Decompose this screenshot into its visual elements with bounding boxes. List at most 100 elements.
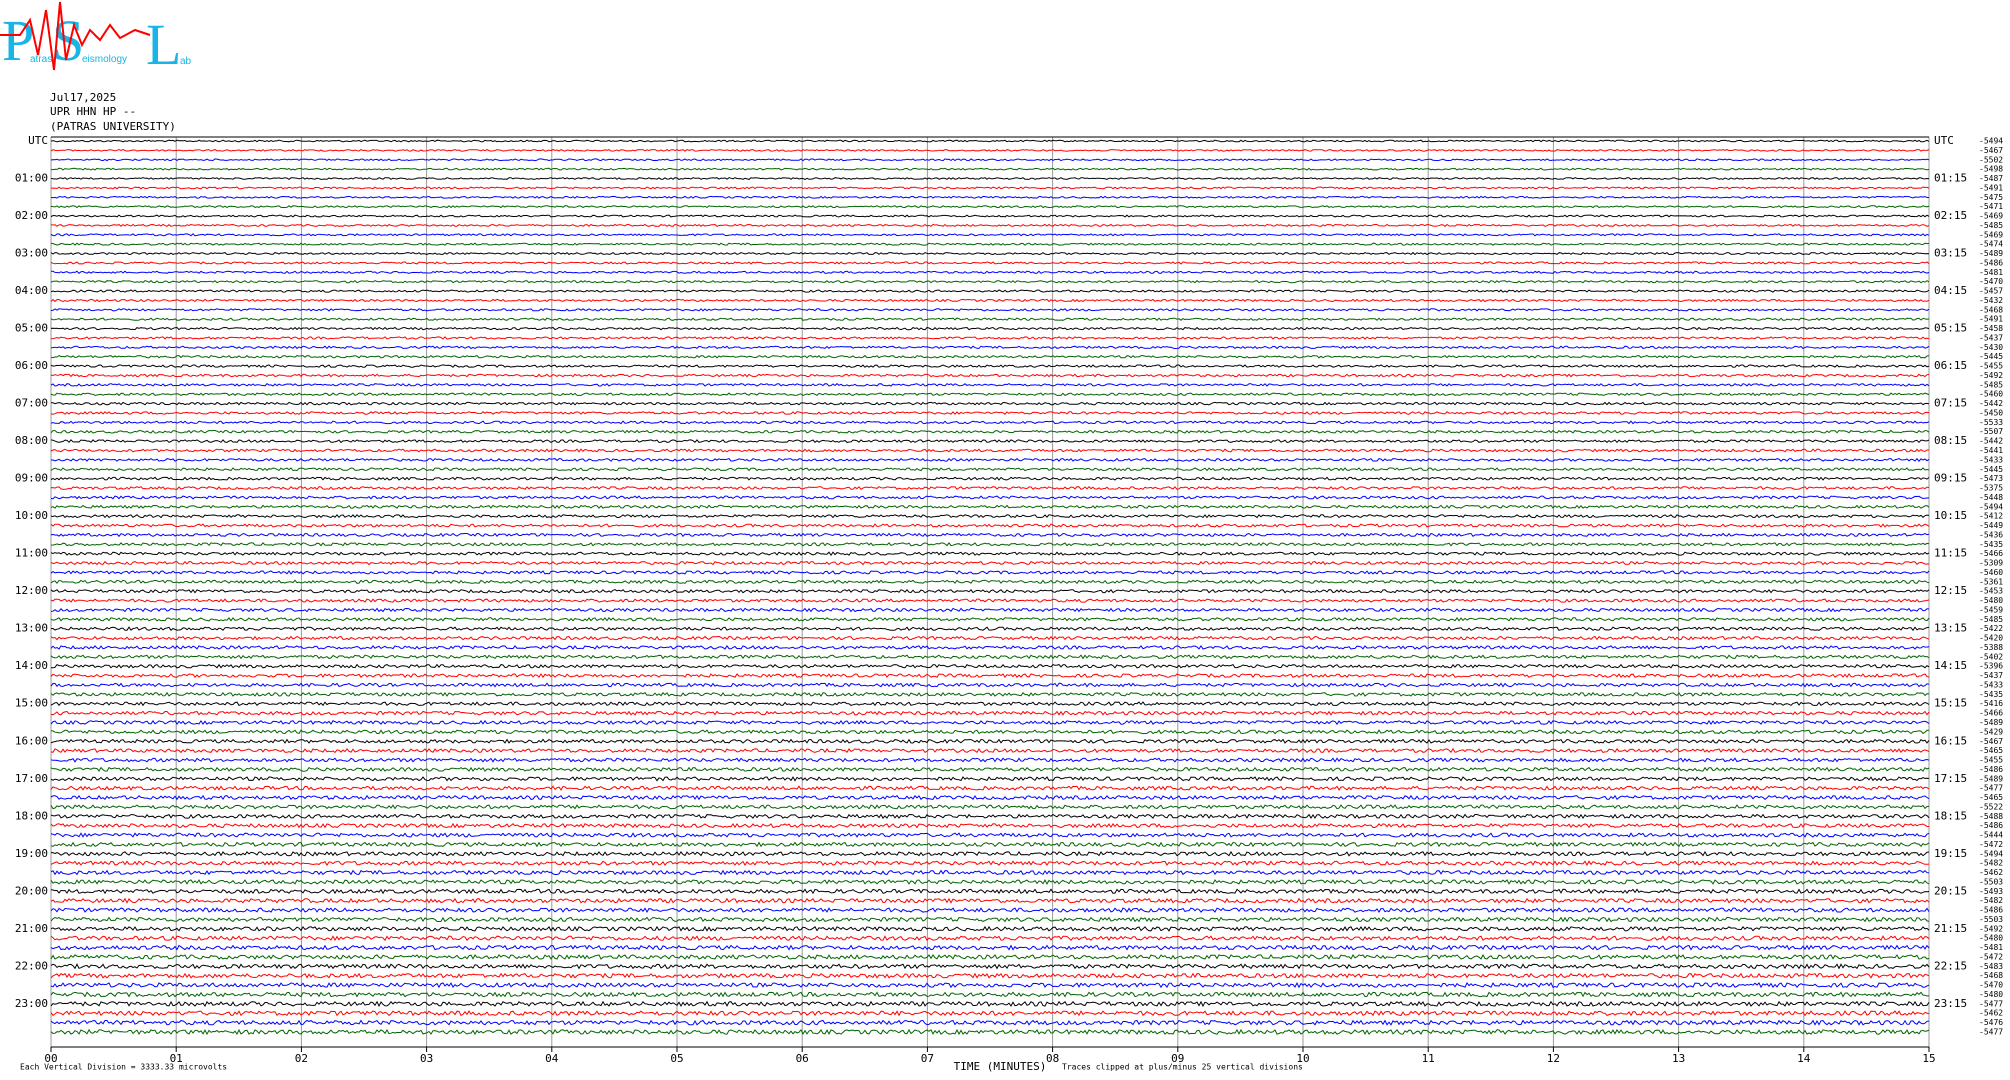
trace: [50, 514, 1930, 519]
trace: [50, 710, 1930, 716]
row-offset: -5473: [1979, 474, 2003, 483]
row-offset: -5422: [1979, 624, 2003, 633]
trace: [50, 916, 1930, 923]
row-offset: -5435: [1979, 540, 2003, 549]
right-time-label: 03:15: [1934, 247, 1967, 260]
row-offset: -5465: [1979, 793, 2003, 802]
trace: [50, 420, 1930, 425]
row-offset: -5480: [1979, 934, 2003, 943]
right-time-label: 17:15: [1934, 772, 1967, 785]
trace: [50, 148, 1930, 152]
row-offset: -5448: [1979, 493, 2003, 502]
row-offset: -5457: [1979, 287, 2003, 296]
trace: [50, 411, 1930, 415]
trace: [50, 485, 1930, 491]
left-time-label: 09:00: [15, 472, 48, 485]
trace: [50, 935, 1930, 942]
trace: [51, 401, 1930, 406]
trace: [50, 261, 1930, 265]
right-time-label: 19:15: [1934, 847, 1967, 860]
trace: [50, 644, 1930, 650]
right-time-label: 05:15: [1934, 322, 1967, 335]
trace: [50, 972, 1930, 979]
row-offset: -5455: [1979, 756, 2003, 765]
trace: [50, 504, 1930, 509]
row-offset: -5435: [1979, 690, 2003, 699]
row-offset: -5474: [1979, 240, 2003, 249]
row-offset: -5458: [1979, 324, 2003, 333]
x-axis-title: TIME (MINUTES): [954, 1060, 1047, 1073]
trace: [50, 560, 1930, 566]
trace: [50, 944, 1930, 951]
trace: [50, 822, 1930, 829]
row-offset: -5450: [1979, 408, 2003, 417]
trace: [50, 570, 1930, 575]
row-offset: -5468: [1979, 971, 2003, 980]
x-tick-label: 08: [1046, 1052, 1059, 1065]
trace: [50, 673, 1930, 679]
x-tick-label: 05: [670, 1052, 683, 1065]
trace: [50, 251, 1930, 256]
trace: [50, 345, 1930, 350]
right-time-label: 08:15: [1934, 434, 1967, 447]
x-tick-label: 04: [545, 1052, 559, 1065]
trace: [50, 991, 1930, 998]
row-offset: -5487: [1979, 174, 2003, 183]
left-time-label: 10:00: [15, 509, 48, 522]
trace: [50, 907, 1930, 914]
row-offset: -5468: [1979, 305, 2003, 314]
row-offset: -5492: [1979, 924, 2003, 933]
row-offset: -5467: [1979, 737, 2003, 746]
left-time-label: 23:00: [15, 997, 48, 1010]
row-offset: -5432: [1979, 296, 2003, 305]
row-offset: -5494: [1979, 137, 2003, 146]
trace: [50, 579, 1930, 585]
left-time-label: 05:00: [15, 322, 48, 335]
right-time-label: 11:15: [1934, 547, 1967, 560]
trace: [50, 382, 1930, 387]
trace: [50, 785, 1930, 791]
right-time-label: 16:15: [1934, 734, 1967, 747]
left-time-label: 20:00: [15, 884, 48, 897]
trace: [50, 476, 1930, 481]
trace: [50, 242, 1930, 246]
trace: [50, 635, 1930, 641]
right-time-label: UTC: [1934, 134, 1954, 147]
x-tick-label: 01: [170, 1052, 183, 1065]
trace: [50, 804, 1930, 810]
trace: [51, 167, 1930, 171]
row-offset: -5507: [1979, 427, 2003, 436]
trace: [50, 879, 1930, 885]
trace: [50, 223, 1930, 227]
row-offset: -5471: [1979, 202, 2003, 211]
trace: [50, 766, 1930, 773]
trace: [50, 354, 1930, 359]
trace: [50, 682, 1930, 688]
row-offset: -5396: [1979, 662, 2003, 671]
trace: [51, 457, 1930, 462]
right-time-label: 01:15: [1934, 172, 1967, 185]
row-offset: -5412: [1979, 512, 2003, 521]
trace: [50, 298, 1930, 303]
row-offset: -5485: [1979, 615, 2003, 624]
left-time-label: 03:00: [15, 247, 48, 260]
trace: [50, 953, 1930, 960]
left-time-label: 07:00: [15, 397, 48, 410]
logo-word: atras: [30, 54, 52, 65]
trace: [50, 532, 1930, 538]
x-tick-label: 14: [1797, 1052, 1811, 1065]
row-offset: -5470: [1979, 277, 2003, 286]
trace: [50, 1000, 1930, 1008]
trace: [50, 364, 1930, 368]
trace: [50, 551, 1930, 556]
row-offset: -5470: [1979, 981, 2003, 990]
trace: [50, 607, 1930, 613]
row-offset: -5388: [1979, 643, 2003, 652]
row-offset: -5466: [1979, 709, 2003, 718]
left-time-label: UTC: [28, 134, 48, 147]
trace: [50, 747, 1930, 754]
trace: [50, 626, 1930, 632]
row-offset: -5467: [1979, 146, 2003, 155]
trace: [50, 776, 1930, 782]
